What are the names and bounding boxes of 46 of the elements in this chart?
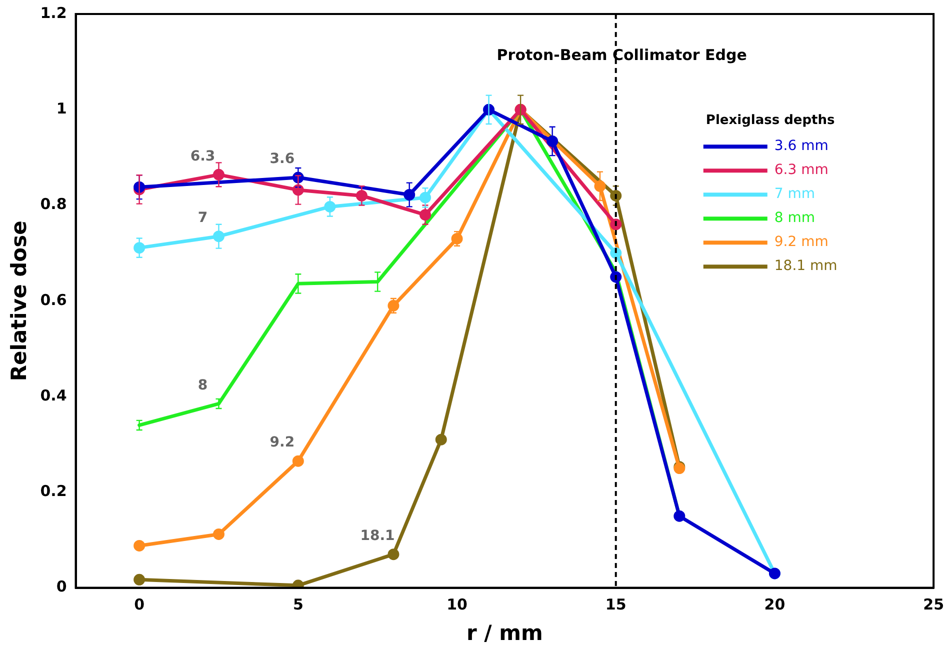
y-axis-title: Relative dose [7, 220, 32, 382]
legend-label: 6.3 mm [774, 162, 828, 178]
annotation: 18.1 [360, 528, 395, 544]
point [435, 434, 447, 446]
x-tick-label: 0 [134, 596, 145, 614]
point [546, 135, 558, 147]
annotation: 9.2 [270, 434, 295, 451]
y-tick-label: 0.8 [40, 195, 67, 214]
y-tick-label: 0.6 [40, 290, 67, 309]
legend-label: 7 mm [774, 186, 816, 202]
point [292, 455, 304, 467]
point [419, 192, 431, 204]
x-axis-title: r / mm [466, 620, 543, 645]
x-tick-label: 5 [292, 596, 304, 614]
point [388, 548, 400, 560]
y-tick-label: 0.4 [40, 386, 67, 404]
legend-label: 3.6 mm [774, 138, 828, 154]
x-tick-label: 15 [605, 596, 626, 614]
point [212, 528, 224, 540]
y-tick-label: 0.2 [40, 482, 67, 500]
legend-title: Plexiglass depths [706, 112, 835, 128]
point [404, 188, 416, 200]
legend-label: 8 mm [774, 210, 816, 226]
ref-line-label: Proton-Beam Collimator Edge [496, 46, 747, 64]
y-tick-label: 1.2 [40, 4, 67, 22]
annotation: 6.3 [190, 148, 216, 164]
point [356, 190, 368, 202]
legend-label: 18.1 mm [774, 258, 838, 274]
x-tick-label: 25 [923, 596, 944, 614]
point [674, 510, 686, 522]
point [134, 540, 146, 552]
legend-label: 9.2 mm [774, 234, 828, 250]
x-tick-label: 20 [764, 596, 786, 614]
point [419, 209, 431, 221]
annotation: 7 [198, 210, 208, 226]
point [134, 242, 146, 254]
point [134, 574, 146, 586]
point [212, 230, 224, 242]
y-tick-label: 0 [56, 578, 67, 596]
x-tick-label: 10 [446, 596, 468, 614]
point [212, 168, 224, 180]
point [594, 180, 606, 192]
annotation: 3.6 [270, 151, 295, 168]
point [324, 200, 336, 212]
y-tick-label: 1 [56, 100, 67, 118]
annotation: 8 [198, 377, 208, 394]
